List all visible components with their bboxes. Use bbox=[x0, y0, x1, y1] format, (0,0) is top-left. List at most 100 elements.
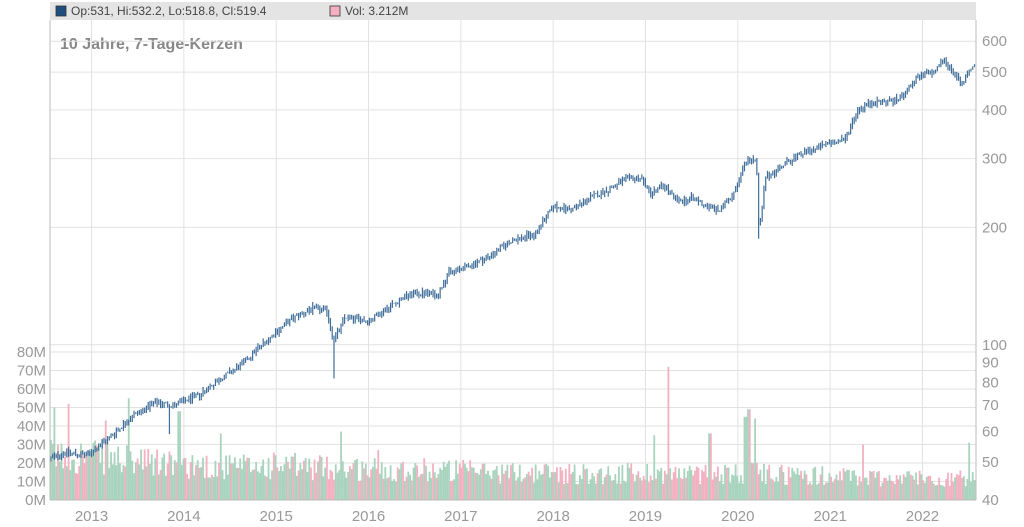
volume-bar bbox=[961, 477, 964, 500]
volume-bar bbox=[837, 480, 840, 500]
price-tick-label: 600 bbox=[982, 33, 1007, 50]
volume-bar bbox=[219, 433, 222, 500]
volume-bar bbox=[69, 470, 72, 500]
volume-bar bbox=[179, 411, 181, 500]
volume-bar bbox=[860, 482, 863, 500]
volume-bar bbox=[345, 477, 348, 500]
volume-bar bbox=[552, 472, 555, 500]
x-tick-label: 2015 bbox=[260, 508, 293, 525]
volume-bar bbox=[301, 469, 304, 500]
volume-bar bbox=[517, 477, 519, 500]
volume-bar bbox=[630, 463, 633, 500]
volume-bar bbox=[840, 480, 843, 500]
volume-bar bbox=[844, 471, 847, 500]
volume-bar bbox=[441, 469, 443, 500]
volume-bar bbox=[502, 473, 505, 500]
volume-bar bbox=[851, 470, 854, 500]
volume-bar bbox=[409, 474, 411, 500]
volume-bar bbox=[481, 463, 484, 500]
volume-bar bbox=[368, 477, 371, 500]
volume-bar bbox=[681, 479, 684, 500]
volume-bar bbox=[492, 470, 495, 500]
volume-bar bbox=[547, 465, 549, 500]
volume-bar bbox=[568, 464, 571, 500]
volume-bar bbox=[258, 472, 261, 500]
volume-bar bbox=[522, 478, 525, 500]
volume-bar bbox=[817, 483, 820, 500]
volume-bar bbox=[147, 449, 150, 500]
volume-bar bbox=[543, 464, 546, 500]
volume-bar bbox=[341, 461, 344, 500]
volume-bar bbox=[704, 464, 707, 500]
volume-bar bbox=[536, 479, 539, 500]
volume-bar bbox=[929, 475, 932, 500]
volume-bar bbox=[292, 456, 295, 500]
volume-bar bbox=[702, 471, 705, 500]
volume-bar bbox=[416, 465, 419, 500]
volume-bar bbox=[453, 479, 456, 500]
volume-bar bbox=[81, 453, 84, 500]
x-tick-label: 2019 bbox=[629, 508, 662, 525]
volume-bar bbox=[663, 470, 666, 500]
volume-bar bbox=[456, 473, 459, 500]
volume-bar bbox=[389, 465, 392, 500]
volume-bar bbox=[377, 450, 380, 500]
x-tick-label: 2022 bbox=[906, 508, 939, 525]
volume-bar bbox=[288, 468, 291, 500]
volume-bar bbox=[357, 481, 360, 500]
volume-bar bbox=[184, 457, 187, 500]
volume-bar bbox=[120, 472, 123, 500]
volume-bar bbox=[449, 481, 452, 500]
volume-bar bbox=[782, 472, 785, 500]
price-tick-label: 400 bbox=[982, 102, 1007, 119]
volume-bar bbox=[941, 485, 944, 500]
volume-bar bbox=[747, 409, 749, 500]
volume-bar bbox=[603, 477, 606, 500]
volume-bar bbox=[646, 464, 649, 500]
price-tick-label: 70 bbox=[982, 397, 999, 414]
volume-bar bbox=[421, 473, 424, 500]
price-tick-label: 50 bbox=[982, 454, 999, 471]
volume-bar bbox=[694, 470, 696, 500]
volume-bar bbox=[791, 467, 794, 500]
volume-bar bbox=[343, 471, 346, 500]
volume-bar bbox=[736, 475, 739, 500]
volume-bar bbox=[617, 466, 620, 500]
volume-bar bbox=[839, 471, 841, 500]
volume-bar bbox=[324, 467, 327, 500]
volume-bar bbox=[439, 467, 442, 500]
volume-bar bbox=[145, 466, 148, 500]
volume-bar bbox=[826, 482, 829, 500]
volume-bar bbox=[370, 469, 373, 500]
volume-bar bbox=[451, 480, 454, 500]
volume-bar bbox=[561, 470, 564, 500]
volume-bar bbox=[717, 466, 719, 500]
volume-bar bbox=[686, 471, 689, 500]
volume-bar bbox=[591, 472, 594, 500]
volume-bar bbox=[642, 475, 645, 500]
volume-bar bbox=[65, 466, 68, 500]
volume-bar bbox=[280, 466, 282, 500]
volume-bar bbox=[51, 443, 54, 500]
volume-bar bbox=[228, 455, 231, 500]
volume-bar bbox=[612, 479, 615, 500]
volume-bar bbox=[244, 461, 247, 500]
volume-bar bbox=[524, 477, 526, 500]
volume-bar bbox=[550, 472, 553, 500]
volume-bar bbox=[156, 449, 158, 500]
volume-bar bbox=[548, 477, 551, 500]
volume-bar bbox=[784, 484, 787, 500]
volume-bar bbox=[513, 472, 516, 500]
volume-bar bbox=[430, 478, 433, 500]
volume-bar bbox=[499, 483, 502, 500]
volume-bar bbox=[303, 460, 305, 500]
volume-bar bbox=[193, 475, 196, 500]
volume-bar bbox=[727, 467, 730, 500]
volume-bar bbox=[88, 448, 91, 500]
volume-legend-swatch bbox=[329, 5, 341, 17]
volume-bar bbox=[241, 468, 243, 500]
volume-bar bbox=[157, 474, 160, 500]
volume-bar bbox=[897, 479, 900, 500]
volume-bar bbox=[582, 464, 585, 500]
volume-bar bbox=[635, 474, 638, 500]
